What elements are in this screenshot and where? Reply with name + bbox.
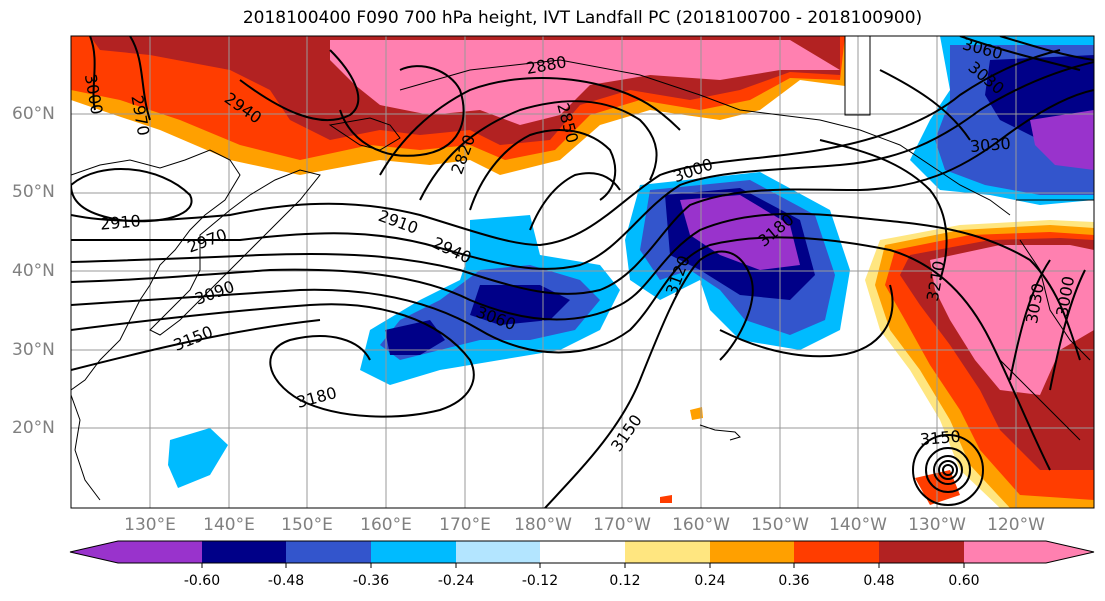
colorbar-segment bbox=[202, 541, 286, 563]
colorbar-tick-label: -0.12 bbox=[521, 573, 559, 589]
lat-label-60n: 60°N bbox=[12, 104, 55, 124]
lon-label: 140°E bbox=[203, 515, 255, 535]
lon-label: 170°E bbox=[439, 515, 491, 535]
colorbar-segment bbox=[879, 541, 964, 563]
positive-anomaly-east bbox=[660, 220, 1094, 508]
lon-label: 150°W bbox=[751, 515, 809, 535]
colorbar bbox=[69, 540, 1095, 568]
colorbar-segment bbox=[710, 541, 794, 563]
negative-anomaly-west bbox=[168, 215, 620, 488]
colorbar-outline bbox=[69, 540, 1095, 564]
lon-label: 160°W bbox=[672, 515, 730, 535]
colorbar-segment bbox=[540, 541, 625, 563]
colorbar-tick-label: -0.24 bbox=[437, 573, 475, 589]
colorbar-segment bbox=[625, 541, 710, 563]
colorbar-segment bbox=[371, 541, 456, 563]
colorbar-segment bbox=[286, 541, 371, 563]
lon-label: 130°E bbox=[124, 515, 176, 535]
colorbar-tick-label: 0.48 bbox=[863, 573, 895, 589]
lat-label-30n: 30°N bbox=[12, 340, 55, 360]
colorbar-segment bbox=[964, 541, 1046, 563]
lat-label-50n: 50°N bbox=[12, 182, 55, 202]
lon-label: 150°E bbox=[281, 515, 333, 535]
map-frame bbox=[70, 35, 1095, 509]
contour-label: 3030 bbox=[969, 134, 1011, 156]
colorbar-tick-label: -0.36 bbox=[352, 573, 390, 589]
colorbar-extend-min bbox=[70, 541, 118, 563]
lon-label: 180°W bbox=[514, 515, 572, 535]
colorbar-tick-label: 0.24 bbox=[694, 573, 726, 589]
lon-label: 170°W bbox=[593, 515, 651, 535]
map-title: 2018100400 F090 700 hPa height, IVT Land… bbox=[242, 8, 923, 28]
height-contours bbox=[71, 36, 1094, 508]
colorbar-tick-label: -0.60 bbox=[183, 573, 221, 589]
lat-label-20n: 20°N bbox=[12, 418, 55, 438]
lon-label: 160°E bbox=[360, 515, 412, 535]
contour-label: 2910 bbox=[99, 211, 141, 233]
colorbar-segment bbox=[118, 541, 202, 563]
lon-label: 130°W bbox=[908, 515, 966, 535]
contour-label: 3150 bbox=[919, 427, 961, 449]
colorbar-tick-label: 0.12 bbox=[609, 573, 641, 589]
colorbar-extend-max bbox=[1046, 541, 1094, 563]
lon-label: 140°W bbox=[829, 515, 887, 535]
colorbar-tick-label: -0.48 bbox=[267, 573, 305, 589]
colorbar-tick-label: 0.60 bbox=[948, 573, 980, 589]
colorbar-segment bbox=[794, 541, 879, 563]
colorbar-segment bbox=[456, 541, 540, 563]
lat-label-40n: 40°N bbox=[12, 261, 55, 281]
lon-label: 120°W bbox=[987, 515, 1045, 535]
colorbar-tick-label: 0.36 bbox=[778, 573, 810, 589]
